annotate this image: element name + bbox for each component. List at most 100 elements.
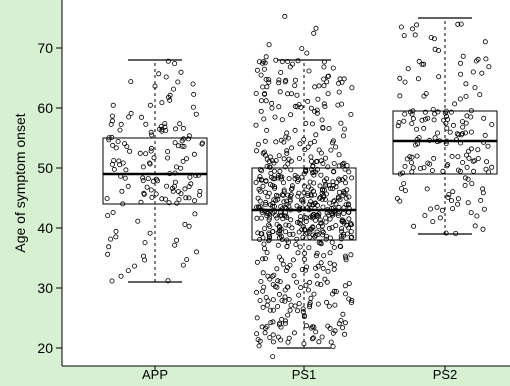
data-point [455, 201, 461, 207]
data-point [279, 117, 285, 123]
data-point [182, 221, 188, 227]
data-point [322, 104, 328, 110]
data-point [158, 124, 164, 130]
data-point [324, 79, 330, 85]
data-point [108, 236, 114, 242]
data-point [267, 154, 273, 160]
data-point [448, 198, 454, 204]
data-point [327, 200, 333, 206]
data-point [443, 113, 449, 119]
data-point [264, 323, 270, 329]
data-point [159, 128, 165, 134]
data-point [270, 354, 276, 360]
data-point [262, 91, 268, 97]
data-point [308, 325, 314, 331]
data-point [281, 156, 287, 162]
data-point [288, 217, 294, 223]
data-point [474, 213, 480, 219]
data-point [293, 242, 299, 248]
data-point [111, 166, 117, 172]
data-point [260, 270, 266, 276]
data-point [284, 148, 290, 154]
box-ps2 [392, 17, 498, 235]
data-point [307, 234, 313, 240]
data-point [466, 155, 472, 161]
data-point [489, 164, 495, 170]
data-point [345, 201, 351, 207]
data-point [264, 212, 270, 218]
data-point [455, 21, 461, 27]
data-point [299, 227, 305, 233]
data-point [271, 272, 277, 278]
data-point [410, 165, 416, 171]
data-point [306, 68, 312, 74]
data-point [275, 242, 281, 248]
data-point [407, 109, 413, 115]
data-point [270, 307, 276, 313]
data-point [321, 253, 327, 259]
data-point [395, 123, 401, 129]
data-point [159, 100, 165, 106]
data-point [316, 339, 322, 345]
data-point [109, 278, 115, 284]
data-point [186, 195, 192, 201]
data-point [343, 195, 349, 201]
data-point [297, 141, 303, 147]
data-point [329, 225, 335, 231]
data-point [401, 33, 407, 39]
data-point [284, 150, 290, 156]
data-point [422, 212, 428, 218]
data-point [156, 71, 162, 77]
data-point [473, 58, 479, 64]
data-point [330, 186, 336, 192]
data-point [117, 127, 123, 133]
data-point [401, 118, 407, 124]
data-point [314, 110, 320, 116]
data-point [267, 164, 273, 170]
data-point [285, 135, 291, 141]
data-point [459, 131, 465, 137]
data-point [324, 279, 330, 285]
data-point [489, 122, 495, 128]
data-point [457, 168, 463, 174]
data-point [264, 127, 270, 133]
data-point [276, 254, 282, 260]
data-point [305, 192, 311, 198]
data-point [271, 168, 277, 174]
data-point [269, 100, 275, 106]
data-point [455, 196, 461, 202]
data-point [199, 141, 205, 147]
data-point [330, 65, 336, 71]
data-point [253, 289, 259, 295]
data-point [486, 64, 492, 70]
data-point [273, 213, 279, 219]
data-point [480, 226, 486, 232]
y-tick-label: 50 [37, 160, 53, 176]
x-tick-label: APP [142, 367, 168, 381]
data-point [173, 126, 179, 132]
data-point [343, 202, 349, 208]
data-point [318, 150, 324, 156]
data-point [266, 42, 272, 48]
data-point [118, 273, 124, 279]
data-point [308, 105, 314, 111]
data-point [331, 244, 337, 250]
data-point [296, 190, 302, 196]
data-point [295, 58, 301, 64]
data-point [336, 80, 342, 86]
data-point [408, 160, 414, 166]
data-point [276, 77, 282, 83]
data-point [276, 80, 282, 86]
data-point [172, 61, 178, 67]
data-point [310, 335, 316, 341]
data-point [324, 299, 330, 305]
data-point [254, 259, 260, 265]
data-point [282, 164, 288, 170]
data-point [348, 222, 354, 228]
data-point [148, 129, 154, 135]
data-point [414, 126, 420, 132]
data-point [402, 111, 408, 117]
data-point [253, 91, 259, 97]
data-point [458, 71, 464, 77]
y-tick-label: 70 [37, 40, 53, 56]
